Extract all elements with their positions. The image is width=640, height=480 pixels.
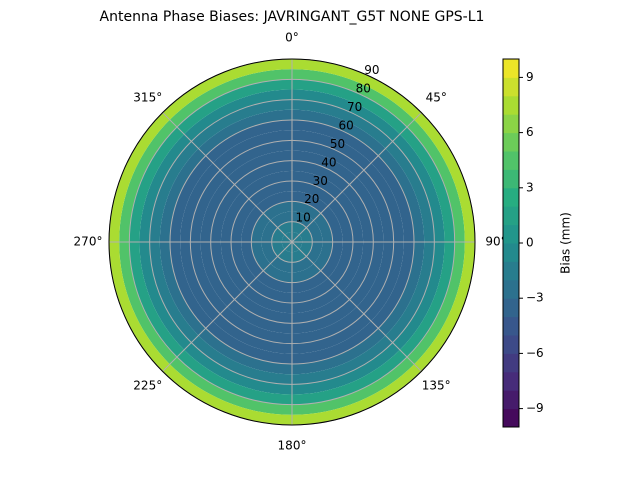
colorbar-level xyxy=(503,353,519,373)
theta-tick-label: 135° xyxy=(422,379,451,393)
colorbar-level xyxy=(503,77,519,97)
colorbar-label: Bias (mm) xyxy=(559,212,573,274)
colorbar-level xyxy=(503,224,519,244)
r-tick-label: 20 xyxy=(304,192,319,206)
colorbar-level xyxy=(503,132,519,152)
r-tick-label: 70 xyxy=(347,100,362,114)
colorbar-level xyxy=(503,408,519,428)
colorbar-tick-label: −6 xyxy=(526,346,544,360)
r-tick-label: 50 xyxy=(330,137,345,151)
colorbar-level xyxy=(503,298,519,318)
theta-tick-label: 0° xyxy=(285,31,299,45)
grid-spoke xyxy=(291,241,422,372)
colorbar-tick-label: 3 xyxy=(526,180,534,194)
r-tick-label: 40 xyxy=(321,155,336,169)
colorbar-tick-label: −3 xyxy=(526,291,544,305)
r-tick-label: 30 xyxy=(313,174,328,188)
colorbar-level xyxy=(503,169,519,189)
theta-tick-label: 270° xyxy=(74,235,103,249)
r-tick-label: 60 xyxy=(338,118,353,132)
polar-frame xyxy=(108,58,476,426)
colorbar-level xyxy=(503,95,519,115)
colorbar-level xyxy=(503,187,519,207)
colorbar-level xyxy=(503,390,519,410)
colorbar-level xyxy=(503,151,519,170)
theta-tick-label: 225° xyxy=(133,379,162,393)
colorbar-level xyxy=(503,335,519,354)
colorbar-level xyxy=(503,279,519,299)
colorbar-level xyxy=(503,316,519,336)
r-tick-label: 80 xyxy=(356,82,371,96)
theta-tick-label: 45° xyxy=(426,90,447,104)
colorbar-level xyxy=(503,59,519,78)
colorbar-level xyxy=(503,261,519,281)
colorbar-level xyxy=(503,206,519,226)
colorbar-level xyxy=(503,371,519,391)
colorbar-level xyxy=(503,114,519,134)
grid-spoke xyxy=(162,241,293,372)
colorbar-level xyxy=(503,243,519,262)
colorbar-tick-label: −9 xyxy=(526,401,544,415)
colorbar-tick-label: 9 xyxy=(526,70,534,84)
r-tick-label: 10 xyxy=(295,211,310,225)
colorbar-tick-label: 6 xyxy=(526,125,534,139)
theta-tick-label: 90° xyxy=(485,235,506,249)
theta-tick-label: 180° xyxy=(278,439,307,453)
grid-spoke xyxy=(162,112,293,243)
grid-spoke xyxy=(291,112,422,243)
theta-tick-label: 315° xyxy=(133,90,162,104)
colorbar-tick-label: 0 xyxy=(526,236,534,250)
r-tick-label: 90 xyxy=(364,63,379,77)
chart-title: Antenna Phase Biases: JAVRINGANT_G5T NON… xyxy=(100,9,485,25)
